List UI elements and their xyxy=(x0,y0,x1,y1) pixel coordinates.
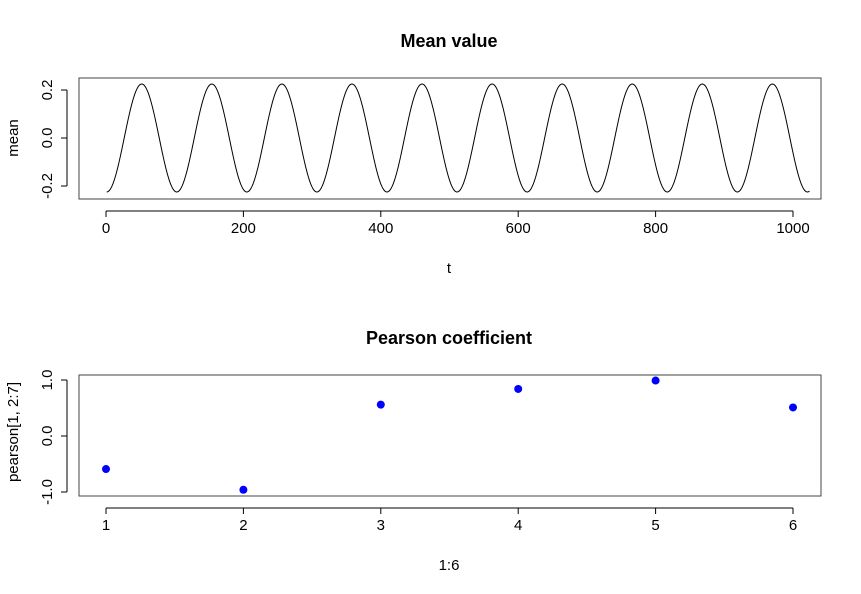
x-tick-label-pearson: 6 xyxy=(789,517,797,534)
y-tick-label-mean: -0.2 xyxy=(39,173,56,199)
y-axis-label-mean: mean xyxy=(5,119,22,157)
x-axis-pearson: 1 2 3 4 5 6 xyxy=(102,507,797,534)
x-tick-label-mean: 600 xyxy=(506,220,531,237)
x-tick-label-mean: 800 xyxy=(643,220,668,237)
y-axis-label-pearson: pearson[1, 2:7] xyxy=(5,382,22,482)
mean-value-panel: Mean value 0 200 400 600 800 1000 -0.20.00.2 … xyxy=(5,31,822,277)
x-axis-label-pearson: 1:6 xyxy=(439,557,460,574)
y-tick-label-pearson: 1.0 xyxy=(39,370,56,391)
x-tick-label-mean: 0 xyxy=(102,220,110,237)
y-tick-label-mean: 0.0 xyxy=(39,128,56,149)
pearson-points xyxy=(102,376,797,494)
x-tick-label-pearson: 4 xyxy=(514,517,522,534)
chart-title-mean: Mean value xyxy=(400,31,497,51)
y-tick-label-pearson: 0.0 xyxy=(39,426,56,447)
pearson-point xyxy=(651,376,660,385)
pearson-point xyxy=(789,403,797,412)
pearson-point xyxy=(514,384,523,393)
x-tick-label-mean: 200 xyxy=(231,220,256,237)
y-axis-mean: -0.2 0.0 0.2 xyxy=(39,80,68,199)
x-tick-label-pearson: 3 xyxy=(377,517,385,534)
pearson-point xyxy=(239,485,248,494)
x-axis-mean: 0 200 400 600 800 1000 xyxy=(102,210,810,237)
plot-box-pearson xyxy=(78,374,822,497)
x-tick-label-mean: 400 xyxy=(368,220,393,237)
x-tick-label-pearson: 5 xyxy=(651,517,659,534)
pearson-point xyxy=(376,400,385,409)
x-tick-label-mean: 1000 xyxy=(776,220,809,237)
plot-box-mean xyxy=(78,77,822,200)
chart-title-pearson: Pearson coefficient xyxy=(366,328,532,348)
x-tick-label-pearson: 2 xyxy=(239,517,247,534)
y-tick-label-mean: 0.2 xyxy=(39,80,56,101)
pearson-point xyxy=(102,465,110,474)
x-tick-label-pearson: 1 xyxy=(102,517,110,534)
pearson-panel: Pearson coefficient 1 2 3 4 5 6 -1.0 0.0 1.0 1:… xyxy=(5,328,822,574)
y-tick-label-pearson: -1.0 xyxy=(39,479,56,505)
y-axis-pearson: -1.0 0.0 1.0 xyxy=(39,370,68,505)
x-axis-label-mean: t xyxy=(447,260,452,277)
mean-series-line xyxy=(106,83,810,193)
